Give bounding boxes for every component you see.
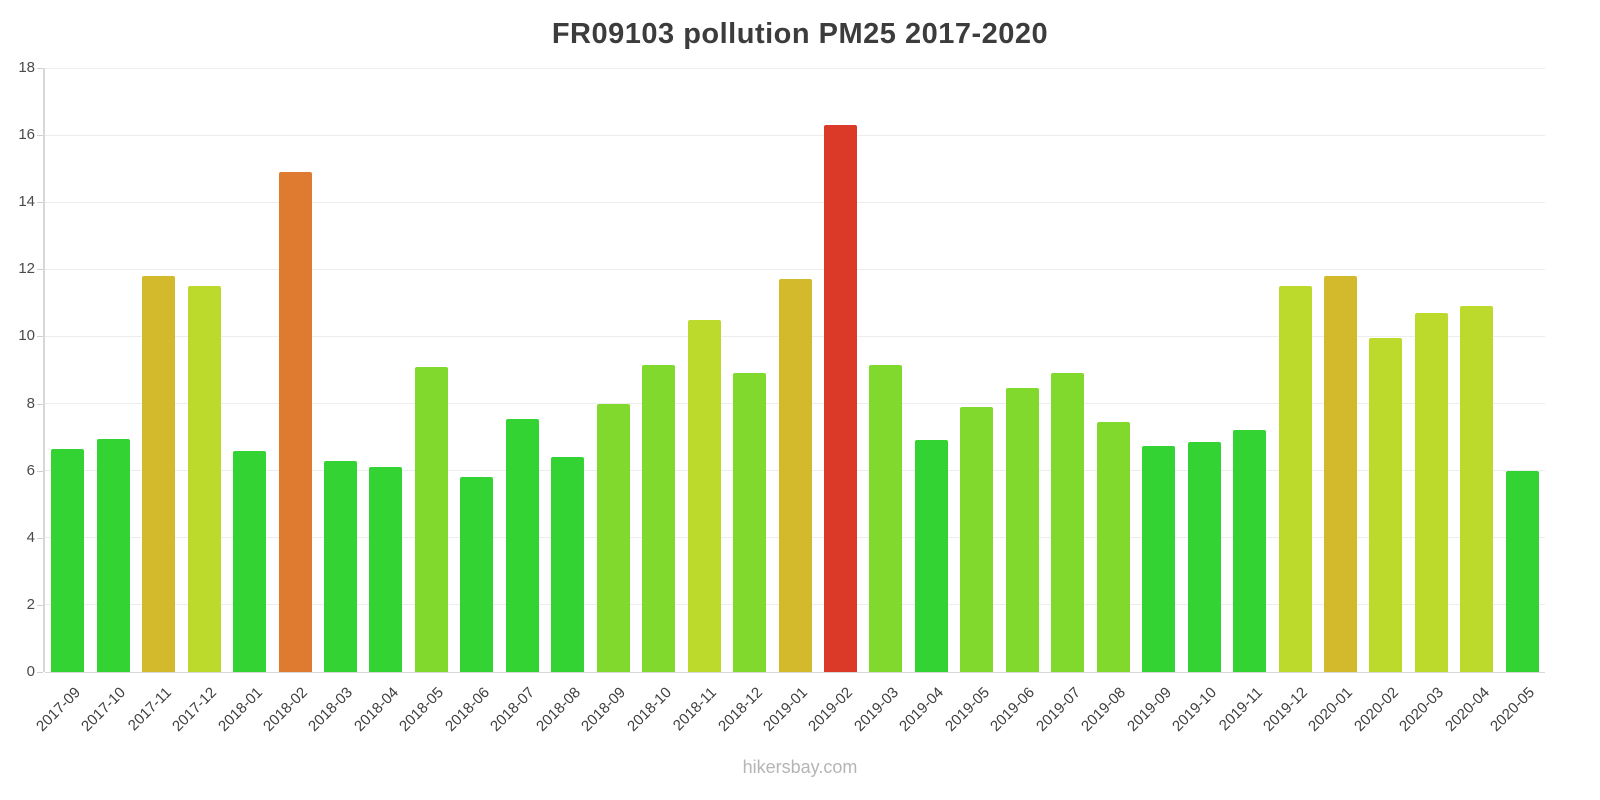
y-tick-label-18: 18: [18, 59, 35, 76]
x-tick-label-2018-12: 2018-12: [714, 684, 766, 735]
bar-2020-04: [1460, 306, 1494, 672]
y-tick-label-6: 6: [26, 461, 35, 479]
bar-2019-02: [823, 125, 857, 672]
x-tick-label-2020-05: 2020-05: [1487, 684, 1539, 735]
bar-2018-05: [414, 366, 448, 672]
bar-2018-02: [278, 172, 312, 672]
y-tick-mark-10: [37, 336, 43, 338]
bar-2017-12: [187, 286, 221, 672]
plot-area: 0 2 4 6 8 10 12 14 16 18 2017-09 2017-10 2017-11 2017…: [18, 59, 1545, 735]
x-tick-label-2019-05: 2019-05: [941, 684, 993, 735]
x-tick-label-2018-11: 2018-11: [669, 684, 721, 735]
bar-2018-10: [642, 364, 676, 672]
y-tick-mark-6: [37, 470, 43, 472]
x-tick-label-2018-03: 2018-03: [305, 684, 357, 735]
x-tick-label-2018-07: 2018-07: [487, 684, 539, 735]
bar-2019-12: [1278, 286, 1312, 672]
bar-2018-08: [551, 457, 585, 672]
x-tick-label-2020-02: 2020-02: [1350, 684, 1402, 735]
x-tick-label-2019-08: 2019-08: [1078, 684, 1130, 735]
y-tick-label-12: 12: [18, 260, 35, 278]
y-tick-mark-2: [37, 604, 43, 606]
bar-2019-04: [914, 440, 948, 672]
bar-2018-12: [733, 373, 767, 672]
bar-2019-05: [960, 406, 994, 672]
bar-2019-01: [778, 279, 812, 672]
x-tick-label-2019-12: 2019-12: [1260, 684, 1312, 735]
y-tick-label-2: 2: [26, 595, 35, 613]
bar-2018-11: [687, 319, 721, 672]
bar-2020-02: [1369, 338, 1403, 672]
y-tick-label-10: 10: [18, 327, 35, 345]
x-tick-label-2018-10: 2018-10: [623, 684, 675, 735]
x-tick-label-2018-06: 2018-06: [441, 684, 493, 735]
x-tick-label-2020-01: 2020-01: [1305, 684, 1357, 735]
x-tick-label-2019-02: 2019-02: [805, 684, 857, 735]
y-tick-mark-4: [37, 537, 43, 539]
bar-2020-03: [1414, 312, 1448, 672]
bar-2019-08: [1096, 422, 1130, 672]
y-tick-mark-8: [37, 403, 43, 405]
bar-2019-07: [1051, 373, 1085, 672]
x-tick-label-2019-06: 2019-06: [987, 684, 1039, 735]
x-tick-label-2019-07: 2019-07: [1032, 684, 1084, 735]
bar-2019-06: [1005, 388, 1039, 672]
x-tick-label-2018-02: 2018-02: [260, 684, 312, 735]
bar-2019-11: [1233, 430, 1267, 672]
bar-2018-04: [369, 467, 403, 672]
x-tick-label-2020-03: 2020-03: [1396, 684, 1448, 735]
y-tick-label-0: 0: [26, 663, 35, 680]
gridline-12: [45, 268, 1545, 270]
x-tick-label-2019-09: 2019-09: [1123, 684, 1175, 735]
y-tick-label-4: 4: [26, 528, 35, 546]
x-tick-label-2017-11: 2017-11: [124, 684, 175, 735]
bar-2018-03: [323, 460, 357, 672]
x-tick-label-2019-01: 2019-01: [760, 684, 812, 735]
x-tick-label-2018-04: 2018-04: [350, 684, 402, 735]
chart-title: FR09103 pollution PM25 2017-2020: [551, 18, 1049, 50]
bar-2017-10: [96, 438, 130, 672]
x-tick-label-2017-10: 2017-10: [78, 684, 130, 735]
bar-2019-09: [1142, 445, 1176, 672]
x-tick-label-2019-04: 2019-04: [896, 684, 948, 735]
gridline-0: [45, 671, 1545, 673]
x-tick-label-2017-09: 2017-09: [32, 684, 84, 735]
bar-2018-06: [460, 477, 494, 672]
x-tick-label-2017-12: 2017-12: [169, 684, 221, 735]
y-tick-mark-0: [37, 672, 43, 673]
x-tick-label-2019-11: 2019-11: [1215, 684, 1266, 735]
y-tick-label-8: 8: [26, 394, 35, 412]
x-tick-label-2020-04: 2020-04: [1441, 684, 1493, 735]
x-tick-label-2018-08: 2018-08: [532, 684, 584, 735]
y-tick-mark-14: [37, 202, 43, 204]
x-tick-label-2018-09: 2018-09: [578, 684, 630, 735]
y-tick-mark-16: [37, 135, 43, 137]
bar-2020-01: [1323, 276, 1357, 672]
x-tick-label-2019-10: 2019-10: [1169, 684, 1221, 735]
bar-2019-03: [869, 364, 903, 672]
bar-2018-07: [505, 418, 539, 672]
gridline-18: [45, 68, 1545, 69]
bar-2018-09: [596, 403, 630, 672]
source-attribution: hikersbay.com: [742, 757, 858, 777]
y-tick-label-16: 16: [18, 126, 35, 144]
y-tick-label-14: 14: [18, 193, 35, 211]
bar-2017-11: [142, 276, 176, 672]
bar-2019-10: [1187, 442, 1221, 672]
bar-2020-05: [1505, 470, 1539, 672]
gridline-14: [45, 201, 1545, 203]
x-tick-label-2018-01: 2018-01: [214, 684, 266, 735]
y-tick-mark-18: [37, 68, 43, 69]
x-tick-label-2018-05: 2018-05: [396, 684, 448, 735]
bar-2017-09: [51, 448, 85, 672]
x-tick-label-2019-03: 2019-03: [850, 684, 902, 735]
bar-2018-01: [233, 450, 267, 672]
y-axis-line: [43, 68, 45, 672]
gridline-16: [45, 134, 1545, 136]
y-tick-mark-12: [37, 269, 43, 271]
